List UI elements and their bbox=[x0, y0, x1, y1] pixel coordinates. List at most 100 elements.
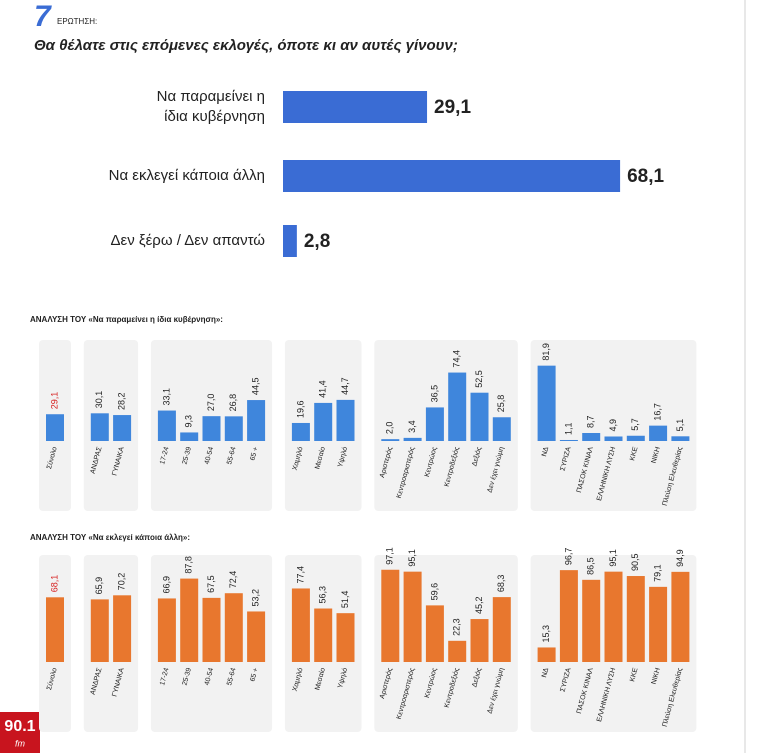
bar bbox=[626, 435, 645, 441]
value-label: 95,1 bbox=[608, 549, 618, 567]
category-label: Να παραμείνει η ίδια κυβέρνηση bbox=[157, 88, 265, 125]
bar bbox=[336, 613, 355, 662]
category-label: 40-54 bbox=[204, 446, 215, 465]
value-label: 25,8 bbox=[496, 395, 506, 413]
value-label: 27,0 bbox=[206, 394, 216, 412]
value-label: 72,4 bbox=[228, 571, 238, 589]
bar bbox=[582, 432, 601, 441]
value-label: 28,2 bbox=[116, 393, 126, 411]
bar bbox=[582, 579, 601, 662]
bar bbox=[671, 436, 690, 441]
value-label: 19,6 bbox=[295, 400, 305, 418]
bar bbox=[291, 588, 310, 662]
value-label: 41,4 bbox=[318, 380, 328, 398]
bar bbox=[604, 571, 623, 662]
bar bbox=[448, 640, 467, 662]
value-label: 96,7 bbox=[563, 548, 573, 566]
category-label: 25-39 bbox=[182, 667, 193, 686]
category-label: 55-64 bbox=[226, 446, 237, 465]
bar bbox=[559, 439, 578, 441]
bar bbox=[224, 593, 243, 662]
bar bbox=[626, 576, 645, 662]
bar bbox=[247, 400, 266, 441]
bar bbox=[283, 160, 621, 192]
value-label: 87,8 bbox=[184, 556, 194, 574]
value-label: 77,4 bbox=[295, 566, 305, 584]
value-label: 5,1 bbox=[675, 419, 685, 432]
value-label: 81,9 bbox=[541, 343, 551, 361]
bar bbox=[425, 605, 444, 662]
bar bbox=[157, 410, 176, 441]
bar bbox=[403, 571, 422, 662]
logo-sub: fm bbox=[15, 738, 26, 748]
bar bbox=[448, 372, 467, 441]
bar bbox=[90, 413, 109, 441]
bar bbox=[537, 365, 556, 441]
bar bbox=[157, 598, 176, 662]
value-label: 33,1 bbox=[161, 388, 171, 406]
bar bbox=[470, 619, 489, 662]
logo-box bbox=[0, 712, 40, 753]
value-label: 4,9 bbox=[608, 419, 618, 432]
bar bbox=[113, 595, 132, 662]
value-label: 70,2 bbox=[116, 573, 126, 591]
value-label: 16,7 bbox=[652, 403, 662, 421]
value-label: 9,3 bbox=[184, 415, 194, 428]
category-label: 55-64 bbox=[226, 667, 237, 686]
value-label: 53,2 bbox=[250, 589, 260, 607]
bar bbox=[113, 415, 132, 441]
value-label: 30,1 bbox=[94, 391, 104, 409]
value-label: 51,4 bbox=[340, 591, 350, 609]
value-label: 86,5 bbox=[586, 557, 596, 575]
value-label: 3,4 bbox=[407, 420, 417, 433]
bar bbox=[492, 597, 511, 662]
question-label: ΕΡΩΤΗΣΗ: bbox=[57, 17, 97, 26]
value-label: 44,5 bbox=[250, 378, 260, 396]
bar bbox=[671, 571, 690, 662]
value-label: 22,3 bbox=[452, 618, 462, 636]
bar bbox=[403, 437, 422, 441]
value-label: 74,4 bbox=[452, 350, 462, 368]
bar bbox=[604, 436, 623, 441]
value-label: 95,1 bbox=[407, 549, 417, 567]
value-label: 26,8 bbox=[228, 394, 238, 412]
value-label: 66,9 bbox=[161, 576, 171, 594]
breakdown-title: ΑΝΑΛΥΣΗ ΤΟΥ «Να παραμείνει η ίδια κυβέρν… bbox=[30, 315, 223, 324]
value-label: 52,5 bbox=[474, 370, 484, 388]
bar bbox=[202, 416, 221, 441]
breakdown-title: ΑΝΑΛΥΣΗ ΤΟΥ «Να εκλεγεί κάποια άλλη»: bbox=[30, 533, 190, 542]
category-label: 17-24 bbox=[159, 446, 170, 465]
group-panel bbox=[374, 340, 518, 511]
question-title: Θα θέλατε στις επόμενες εκλογές, όποτε κ… bbox=[34, 37, 458, 54]
value-label: 65,9 bbox=[94, 577, 104, 595]
bar bbox=[90, 599, 109, 662]
bar bbox=[202, 597, 221, 662]
group-panel bbox=[530, 340, 697, 511]
value-label: 97,1 bbox=[385, 547, 395, 565]
value-label: 15,3 bbox=[541, 625, 551, 643]
value-label: 68,1 bbox=[49, 575, 59, 593]
bar bbox=[180, 432, 199, 441]
category-label: ΝΙΚΗ bbox=[651, 446, 662, 464]
bar bbox=[649, 586, 668, 662]
value-label: 56,3 bbox=[318, 586, 328, 604]
group-panel bbox=[83, 340, 139, 511]
value-label: 44,7 bbox=[340, 377, 350, 395]
logo-text: 90.1 bbox=[4, 718, 35, 735]
value-label: 1,1 bbox=[563, 422, 573, 435]
value-label: 68,3 bbox=[496, 575, 506, 593]
value-label: 67,5 bbox=[206, 575, 216, 593]
bar bbox=[283, 91, 428, 123]
value-label: 2,8 bbox=[304, 231, 330, 252]
category-label: 17-24 bbox=[159, 667, 170, 686]
value-label: 79,1 bbox=[652, 564, 662, 582]
bar bbox=[425, 407, 444, 441]
category-label: ΚΚΕ bbox=[629, 446, 639, 462]
category-label: 65 + bbox=[249, 446, 259, 461]
value-label: 5,7 bbox=[630, 418, 640, 431]
value-label: 59,6 bbox=[429, 583, 439, 601]
bar bbox=[649, 425, 668, 441]
bar bbox=[492, 417, 511, 441]
value-label: 45,2 bbox=[474, 597, 484, 615]
